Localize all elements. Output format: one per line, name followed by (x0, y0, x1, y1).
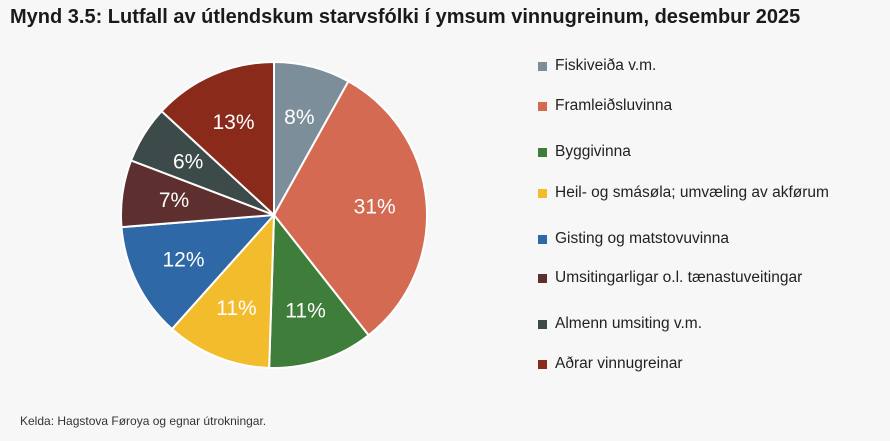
slice-value-label: 6% (173, 150, 203, 173)
pie-slice (120, 213, 277, 331)
pie-slice (170, 212, 276, 369)
legend-item: Aðrar vinnugreinar (538, 354, 840, 374)
legend-item: Gisting og matstovuvinna (538, 229, 840, 249)
legend-label: Aðrar vinnugreinar (555, 355, 683, 372)
legend-item: Heil- og smásøla; umvæling av akførum (538, 183, 840, 203)
legend-swatch (538, 320, 547, 329)
legend-swatch (538, 274, 547, 283)
legend-swatch (538, 360, 547, 369)
slice-value-label: 12% (163, 248, 205, 271)
slice-value-label: 8% (284, 106, 314, 129)
pie-slice (272, 79, 428, 337)
legend-label: Framleiðsluvinna (555, 97, 673, 114)
slice-value-label: 31% (354, 195, 396, 218)
slice-value-label: 11% (216, 297, 256, 320)
legend-label: Fiskiveiða v.m. (555, 57, 657, 74)
legend-item: Byggivinna (538, 142, 840, 162)
legend-label: Umsitingarligar o.l. tænastuveitingar (555, 269, 803, 286)
legend-swatch (538, 148, 547, 157)
legend-label: Gisting og matstovuvinna (555, 230, 730, 247)
slice-value-label: 11% (285, 299, 325, 322)
legend-label: Byggivinna (555, 143, 631, 160)
pie-slice (268, 212, 370, 369)
legend-label: Heil- og smásøla; umvæling av akførum (555, 184, 829, 201)
slice-value-label: 13% (212, 111, 254, 134)
legend-item: Fiskiveiða v.m. (538, 56, 840, 76)
legend-item: Framleiðsluvinna (538, 96, 840, 116)
legend-item: Almenn umsiting v.m. (538, 314, 840, 334)
slice-value-label: 7% (159, 189, 189, 212)
legend-label: Almenn umsiting v.m. (555, 315, 703, 332)
legend-swatch (538, 102, 547, 111)
legend-swatch (538, 62, 547, 71)
legend-swatch (538, 235, 547, 244)
legend-item: Umsitingarligar o.l. tænastuveitingar (538, 268, 840, 288)
source-note: Kelda: Hagstova Føroya og egnar útroknin… (20, 414, 267, 428)
pie-slice (160, 60, 275, 218)
chart-title: Mynd 3.5: Lutfall av útlendskum starvsfó… (10, 6, 801, 28)
legend-swatch (538, 189, 547, 198)
